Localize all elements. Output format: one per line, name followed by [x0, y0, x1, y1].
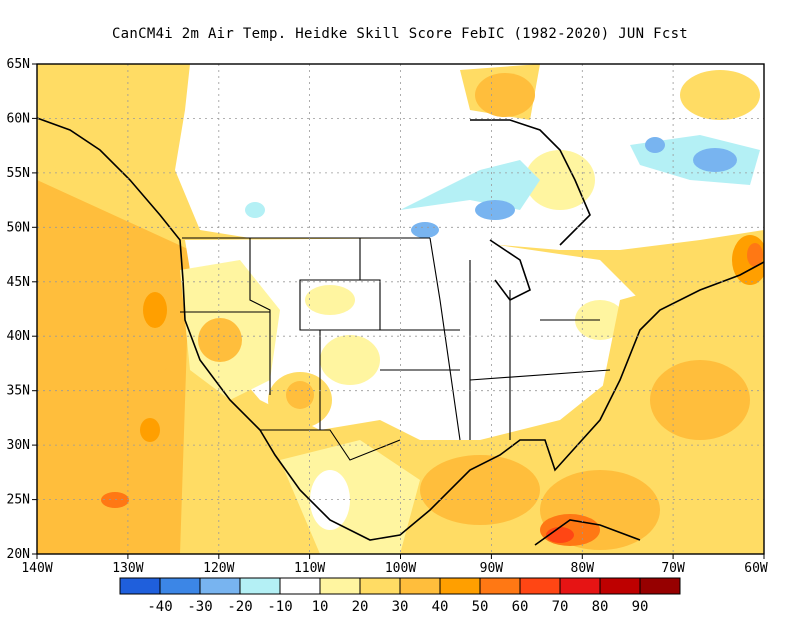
lat-label: 55N: [7, 166, 30, 181]
colorbar-label: 90: [632, 599, 649, 615]
lat-label: 30N: [7, 438, 30, 453]
colorbar-swatch: [159, 577, 201, 595]
lon-label: 110W: [294, 561, 325, 576]
lat-label: 65N: [7, 57, 30, 72]
colorbar-label: 70: [552, 599, 569, 615]
colorbar-swatch: [599, 577, 641, 595]
colorbar-swatch: [439, 577, 481, 595]
state-borders: [180, 237, 611, 461]
map-title: CanCM4i 2m Air Temp. Heidke Skill Score …: [111, 26, 689, 42]
skill-field: [37, 64, 764, 554]
colorbar-swatch: [199, 577, 241, 595]
lat-label: 40N: [7, 329, 30, 344]
lat-label: 25N: [7, 493, 30, 508]
lat-label: 50N: [7, 220, 30, 235]
lon-label: 130W: [112, 561, 143, 576]
colorbar-label: -30: [187, 599, 212, 615]
lon-label: 90W: [480, 561, 504, 576]
lon-labels: 140W 130W 120W 110W 100W 90W 80W 70W 60W: [21, 561, 768, 576]
colorbar-swatch: [639, 577, 681, 595]
colorbar-swatch: [519, 577, 561, 595]
colorbar-label: 60: [512, 599, 529, 615]
colorbar-swatch: [119, 577, 161, 595]
colorbar-label: 80: [592, 599, 609, 615]
colorbar-label: 50: [472, 599, 489, 615]
colorbar-swatch: [559, 577, 601, 595]
colorbar-swatch: [239, 577, 281, 595]
colorbar: -40 -30 -20 -10 10 20 30 40 50 60 70 80 90: [119, 577, 681, 615]
lat-labels: 65N 60N 55N 50N 45N 40N 35N 30N 25N 20N: [7, 57, 30, 562]
ticks: [32, 63, 765, 559]
lat-label: 45N: [7, 275, 30, 290]
colorbar-swatch: [479, 577, 521, 595]
coastlines: [37, 117, 764, 546]
lon-label: 80W: [571, 561, 595, 576]
colorbar-label: -20: [227, 599, 252, 615]
colorbar-swatch: [279, 577, 321, 595]
colorbar-label: 40: [432, 599, 449, 615]
lon-label: 60W: [744, 561, 768, 576]
colorbar-label: -10: [267, 599, 292, 615]
lat-label: 60N: [7, 111, 30, 126]
colorbar-label: 20: [352, 599, 369, 615]
lon-label: 70W: [661, 561, 685, 576]
lon-label: 100W: [385, 561, 416, 576]
colorbar-label: 10: [312, 599, 329, 615]
colorbar-swatch: [319, 577, 361, 595]
lon-label: 120W: [203, 561, 234, 576]
lon-label: 140W: [21, 561, 52, 576]
colorbar-label: 30: [392, 599, 409, 615]
colorbar-swatch: [359, 577, 401, 595]
colorbar-swatch: [399, 577, 441, 595]
colorbar-label: -40: [147, 599, 172, 615]
lat-label: 35N: [7, 384, 30, 399]
lat-label: 20N: [7, 547, 30, 562]
gridlines: [37, 64, 764, 554]
